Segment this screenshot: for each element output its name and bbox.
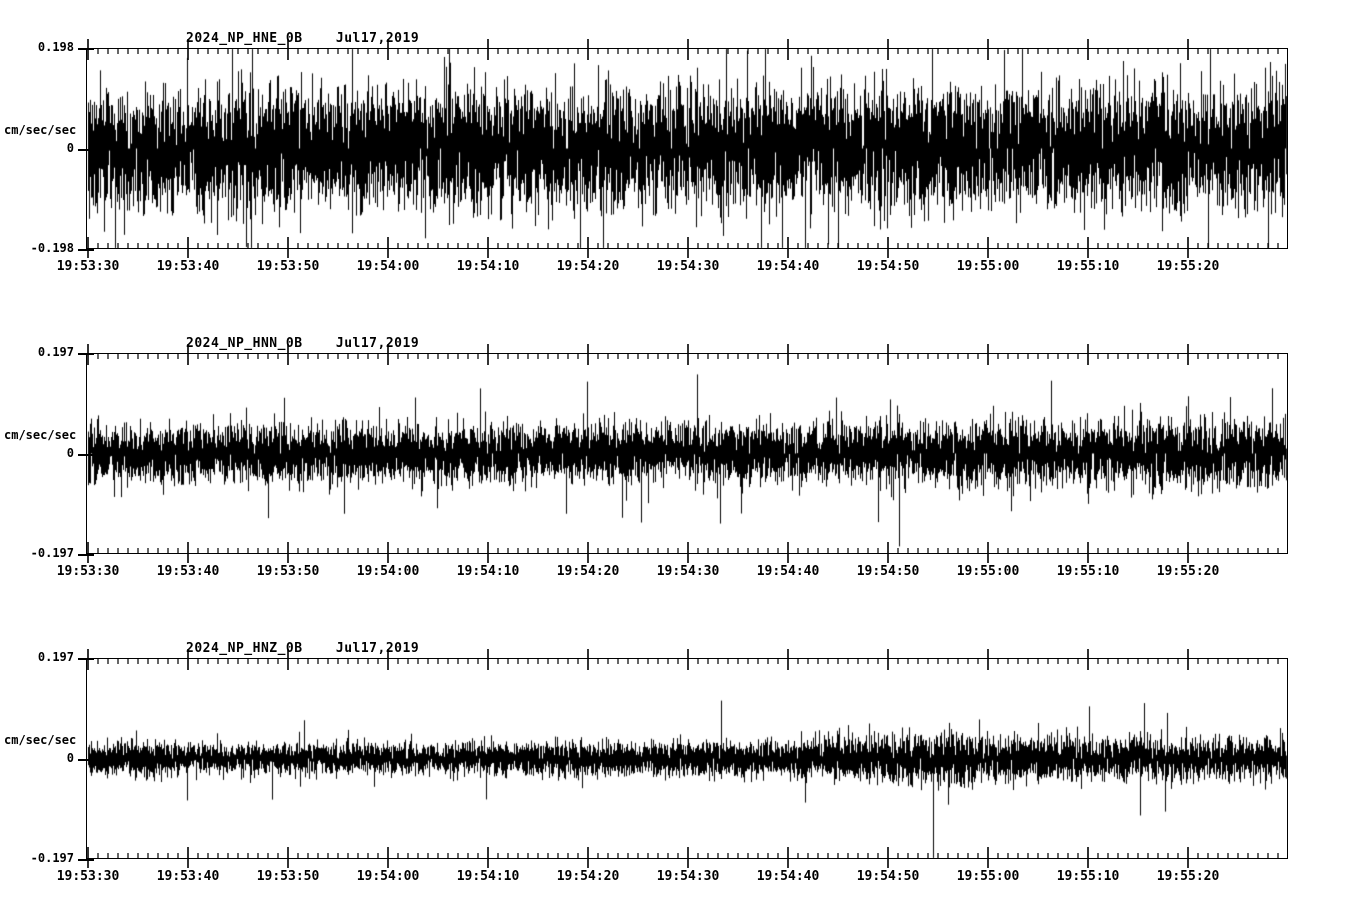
waveform-panel: 2024_NP_HNZ_0B Jul17,2019cm/sec/sec0.197… — [0, 641, 1358, 893]
waveform-trace — [0, 32, 1358, 283]
waveform-trace — [0, 642, 1358, 893]
waveform-panel: 2024_NP_HNN_0B Jul17,2019cm/sec/sec0.197… — [0, 336, 1358, 588]
waveform-panel: 2024_NP_HNE_0B Jul17,2019cm/sec/sec0.198… — [0, 31, 1358, 283]
waveform-trace — [0, 337, 1358, 588]
